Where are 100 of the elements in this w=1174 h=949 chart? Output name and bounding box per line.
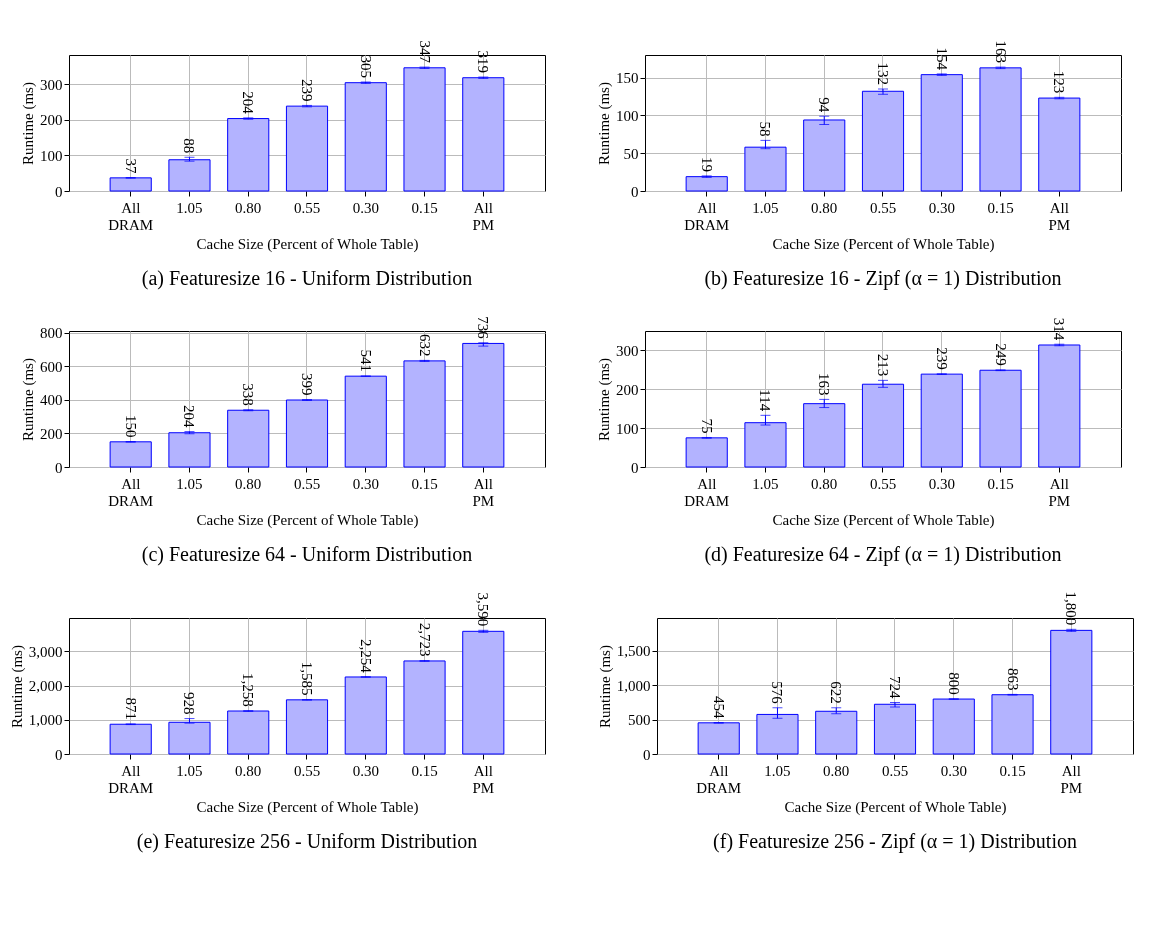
bar	[403, 660, 446, 755]
x-tick-label: 0.80	[823, 762, 850, 779]
bar	[861, 90, 905, 192]
data-label: 58	[757, 121, 774, 137]
y-tick-label: 300	[616, 342, 639, 359]
bar	[168, 432, 211, 468]
x-axis-title: Cache Size (Percent of Whole Table)	[196, 798, 419, 816]
x-tick-label: 0.80	[811, 199, 838, 216]
x-tick-label: 0.15	[411, 199, 438, 216]
y-axis-title: Runtime (ms)	[596, 645, 614, 728]
data-label: 154	[933, 47, 950, 71]
y-tick-label: 50	[623, 145, 639, 162]
data-label: 1,800	[1063, 591, 1080, 626]
data-label: 75	[698, 418, 715, 434]
y-tick-label: 0	[631, 183, 639, 200]
text: (d) Featuresize 64 - Zipf (α = 1) Distribution	[704, 543, 1062, 566]
x-axis-title: Cache Size (Percent of Whole Table)	[196, 235, 419, 253]
x-tick-label: 0.30	[928, 475, 955, 492]
text: (a) Featuresize 16 - Uniform Distribution	[141, 267, 473, 290]
data-label: 37	[122, 158, 139, 175]
data-label: 724	[887, 675, 903, 699]
data-label: 622	[828, 681, 845, 704]
x-tick-label: 0.30	[928, 199, 955, 216]
y-tick-label: 600	[40, 358, 63, 375]
bar	[991, 694, 1034, 755]
data-label: 2,723	[416, 622, 433, 657]
bar	[803, 119, 846, 192]
x-tick-label: 0.55	[881, 762, 909, 779]
bar	[168, 159, 211, 192]
bar	[932, 698, 975, 755]
y-tick-label: 400	[40, 392, 63, 409]
data-label: 863	[1004, 667, 1021, 691]
bar	[168, 721, 211, 755]
data-label: 736	[475, 316, 492, 340]
data-label: 347	[416, 40, 433, 64]
data-label: 800	[945, 672, 962, 695]
bar	[344, 676, 387, 755]
x-tick-label: 1.05	[764, 762, 791, 779]
text: (f) Featuresize 256 - Zipf (α = 1) Distribution	[713, 830, 1077, 853]
y-tick-label: 3,000	[28, 643, 63, 660]
data-label: 19	[698, 156, 715, 172]
data-label: 94	[816, 97, 833, 113]
y-tick-label: 200	[40, 425, 63, 442]
bar	[685, 176, 728, 192]
y-tick-label: 300	[40, 76, 63, 93]
bar	[109, 177, 152, 192]
bar	[227, 118, 270, 192]
y-tick-label: 0	[643, 746, 651, 763]
y-tick-label: 200	[616, 381, 639, 398]
data-label: 928	[181, 692, 198, 715]
bar	[815, 710, 858, 755]
y-tick-label: 1,000	[616, 677, 651, 694]
y-tick-label: 0	[55, 746, 63, 763]
data-label: 163	[816, 372, 833, 396]
y-tick-label: 0	[631, 459, 639, 476]
bar	[920, 74, 963, 192]
y-tick-label: 150	[616, 70, 639, 87]
text: (e) Featuresize 256 - Uniform Distribution	[136, 830, 478, 853]
bar	[1038, 97, 1081, 192]
x-tick-label: 0.30	[940, 762, 967, 779]
x-tick-label: All PM	[1060, 762, 1083, 796]
data-label: 576	[769, 681, 786, 705]
bar	[285, 399, 329, 468]
bar	[285, 105, 329, 192]
x-tick-label: 0.15	[987, 199, 1014, 216]
x-tick-label: 1.05	[752, 199, 779, 216]
x-tick-label: 0.80	[811, 475, 838, 492]
x-tick-label: 0.30	[352, 475, 379, 492]
data-label: 123	[1051, 70, 1068, 94]
bar	[920, 373, 963, 468]
data-label: 454	[710, 695, 727, 719]
data-label: 249	[992, 343, 1009, 366]
bar	[227, 409, 270, 468]
x-tick-label: All DRAM	[108, 475, 154, 509]
y-tick-label: 100	[616, 107, 639, 124]
x-tick-label: All PM	[472, 199, 495, 233]
data-label: 314	[1051, 317, 1068, 341]
data-label: 114	[757, 389, 774, 412]
bar	[227, 710, 270, 755]
x-tick-label: 0.55	[869, 475, 897, 492]
data-label: 399	[299, 373, 315, 396]
x-tick-label: 1.05	[752, 475, 779, 492]
bar	[1038, 344, 1081, 468]
y-tick-label: 500	[628, 712, 651, 729]
x-axis-title: Cache Size (Percent of Whole Table)	[784, 798, 1007, 816]
data-label: 204	[240, 91, 257, 115]
x-tick-label: All DRAM	[108, 199, 154, 233]
bar	[979, 67, 1022, 192]
bar	[462, 630, 505, 755]
x-tick-label: 0.15	[411, 762, 438, 779]
data-label: 632	[416, 333, 433, 357]
data-label: 1,585	[299, 661, 315, 696]
data-label: 213	[875, 353, 891, 377]
data-label: 163	[992, 40, 1009, 64]
bar	[403, 360, 446, 468]
y-tick-label: 2,000	[28, 678, 63, 695]
data-label: 2,254	[357, 638, 374, 674]
data-label: 3,590	[475, 592, 492, 627]
text: (c) Featuresize 64 - Uniform Distribution	[141, 543, 473, 566]
x-tick-label: 0.80	[235, 475, 262, 492]
